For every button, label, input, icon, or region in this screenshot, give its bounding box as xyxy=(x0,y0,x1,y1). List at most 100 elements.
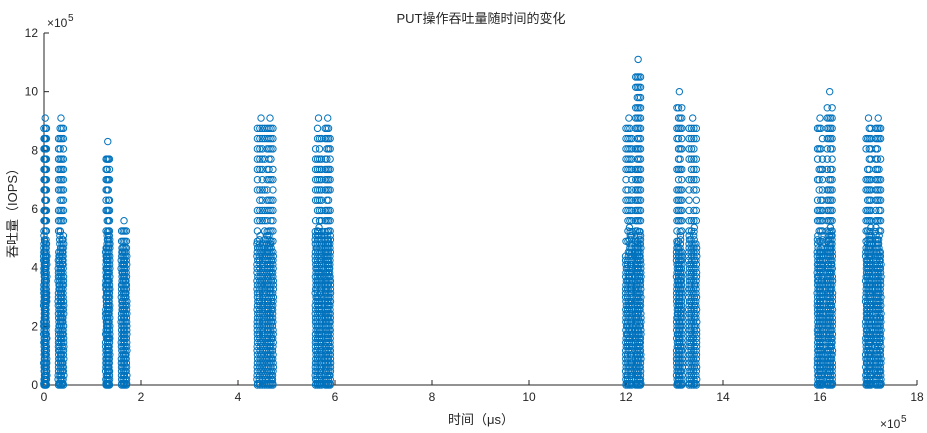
data-point xyxy=(256,367,264,375)
data-point xyxy=(59,330,67,338)
data-point xyxy=(866,281,875,289)
data-points xyxy=(39,55,885,389)
data-point xyxy=(266,114,274,122)
data-point xyxy=(824,334,833,343)
data-point xyxy=(105,310,113,318)
data-point xyxy=(263,342,271,351)
data-point xyxy=(690,359,698,367)
data-point xyxy=(253,293,262,301)
data-point xyxy=(677,264,686,273)
data-point xyxy=(624,196,632,204)
data-point xyxy=(269,281,278,289)
x-exponent-label: ×10 xyxy=(880,417,901,431)
data-point xyxy=(693,318,701,326)
data-point xyxy=(267,293,276,301)
data-point xyxy=(105,277,113,285)
data-point xyxy=(877,375,885,384)
data-point xyxy=(313,206,322,215)
axes xyxy=(43,33,917,386)
data-point xyxy=(269,186,277,194)
data-point xyxy=(105,289,114,297)
data-point xyxy=(324,285,332,293)
data-point xyxy=(690,273,698,281)
data-point xyxy=(105,326,114,334)
data-point xyxy=(625,114,633,122)
data-point xyxy=(326,293,334,301)
data-point xyxy=(828,124,836,133)
data-point xyxy=(59,165,68,174)
data-point xyxy=(876,155,885,163)
data-point xyxy=(267,326,275,334)
data-point xyxy=(622,326,630,334)
data-point xyxy=(42,196,51,204)
data-point xyxy=(636,196,645,204)
data-point xyxy=(633,322,641,330)
data-point xyxy=(816,114,824,122)
data-point xyxy=(324,124,333,133)
data-point xyxy=(106,322,114,330)
data-point xyxy=(269,293,278,301)
data-point xyxy=(122,375,131,384)
data-point xyxy=(253,155,262,163)
data-point xyxy=(122,367,130,375)
data-point xyxy=(871,227,880,236)
data-point xyxy=(626,165,634,174)
data-point xyxy=(674,175,683,184)
data-point xyxy=(326,367,335,375)
data-point xyxy=(826,289,835,297)
data-point xyxy=(253,145,262,153)
data-point xyxy=(636,256,645,265)
data-point xyxy=(59,375,67,384)
data-point xyxy=(326,375,334,384)
data-point xyxy=(326,175,334,184)
data-point xyxy=(685,206,693,215)
data-point xyxy=(624,381,632,389)
data-point xyxy=(42,322,51,330)
data-point xyxy=(256,165,264,174)
data-point xyxy=(622,175,630,184)
data-point xyxy=(875,165,883,174)
data-point xyxy=(690,134,698,143)
data-point xyxy=(676,236,685,244)
data-point xyxy=(628,186,636,194)
data-point xyxy=(687,217,696,225)
data-point xyxy=(42,175,51,184)
data-point xyxy=(826,346,834,355)
data-point xyxy=(828,252,837,260)
data-point xyxy=(313,363,321,371)
data-point xyxy=(123,310,131,318)
data-point xyxy=(324,252,332,260)
data-point xyxy=(637,351,645,359)
data-point xyxy=(256,196,264,204)
data-point xyxy=(326,355,335,363)
data-point xyxy=(685,134,693,143)
data-point xyxy=(692,244,701,252)
data-point xyxy=(636,363,644,371)
data-point xyxy=(269,334,277,343)
data-point xyxy=(269,363,278,371)
data-point xyxy=(636,381,645,389)
data-point xyxy=(637,273,645,281)
data-point xyxy=(692,314,700,322)
data-point xyxy=(688,301,696,310)
data-point xyxy=(828,351,836,359)
data-point xyxy=(827,285,836,293)
data-point xyxy=(42,375,51,384)
data-point xyxy=(877,301,885,310)
data-point xyxy=(56,145,64,153)
data-point xyxy=(269,342,277,351)
data-point xyxy=(122,314,131,322)
data-point xyxy=(690,231,698,240)
data-point xyxy=(690,206,698,215)
data-point xyxy=(627,285,636,293)
data-point xyxy=(317,260,326,269)
data-point xyxy=(861,351,870,359)
data-point xyxy=(865,334,873,343)
data-point xyxy=(42,165,51,174)
data-point xyxy=(326,322,334,330)
data-point xyxy=(311,217,320,225)
data-point xyxy=(105,155,114,163)
data-point xyxy=(57,338,66,347)
data-point xyxy=(692,260,701,269)
data-point xyxy=(631,248,639,256)
